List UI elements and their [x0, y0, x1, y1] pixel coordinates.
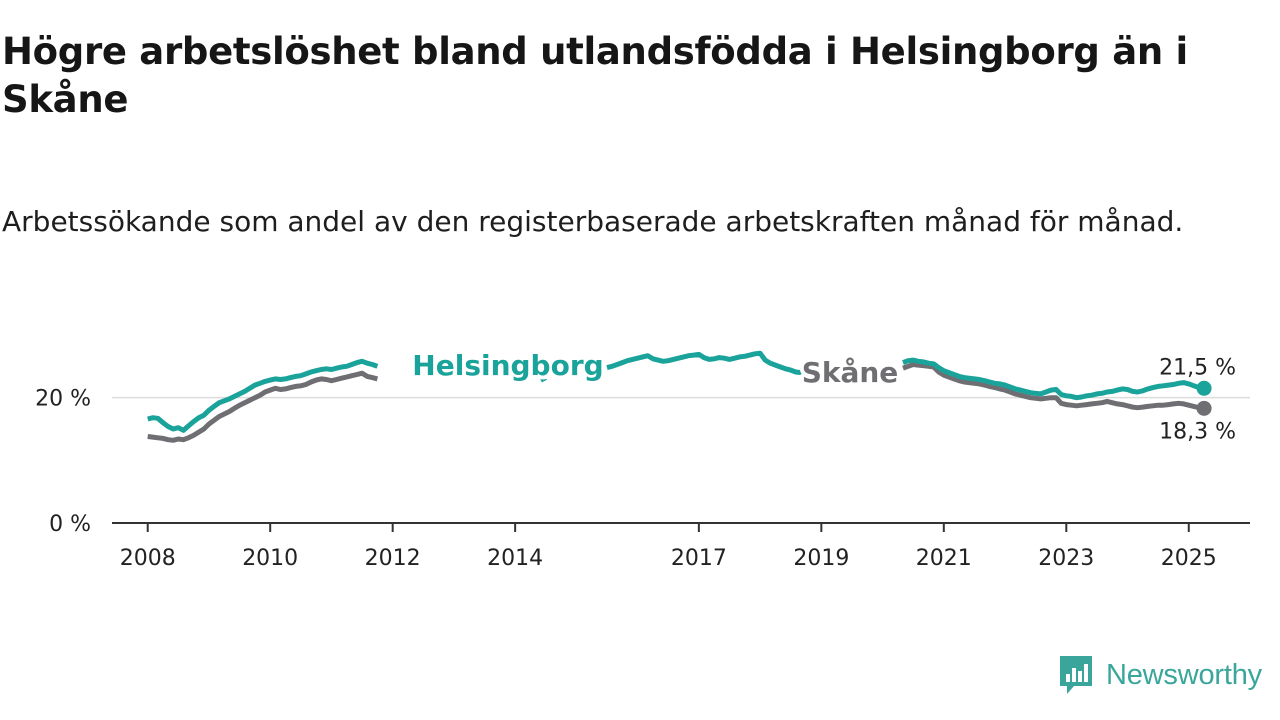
series-line-helsingborg [147, 358, 379, 433]
end-value-label: 18,3 % [1159, 419, 1236, 444]
series-line-helsingborg [902, 357, 1205, 401]
series-line-skane [805, 367, 817, 374]
series-line-helsingborg [539, 375, 547, 383]
y-axis-labels: 0 % 20 % [35, 387, 91, 537]
chart-subtitle: Arbetssökande som andel av den registerb… [2, 205, 1184, 238]
series-label-skane: Skåne [802, 356, 899, 389]
x-axis-labels: 2008 2010 2012 2014 2017 2019 2021 2023 2025 [120, 546, 1217, 571]
x-tick-label: 2010 [242, 546, 298, 571]
x-tick-label: 2012 [365, 546, 421, 571]
end-point [1196, 400, 1212, 416]
x-tick-label: 2014 [487, 546, 543, 571]
end-value-label: 21,5 % [1159, 355, 1236, 380]
series-line-helsingborg [606, 350, 807, 376]
x-tick-label: 2023 [1038, 546, 1094, 571]
x-tick-label: 2008 [120, 546, 176, 571]
newsworthy-logo-icon [1060, 656, 1092, 694]
y-tick-label: 0 % [49, 512, 91, 537]
x-tick-label: 2017 [671, 546, 727, 571]
chart-title: Högre arbetslöshet bland utlandsfödda i … [2, 30, 1188, 121]
series-label-helsingborg: Helsingborg [412, 349, 603, 382]
x-axis [112, 522, 1250, 532]
series-line-skane [902, 362, 1205, 411]
end-point [1196, 380, 1212, 396]
x-tick-label: 2019 [793, 546, 849, 571]
series-labels: 21,5 % 18,3 % Helsingborg Skåne [408, 345, 1236, 444]
brand-name: Newsworthy [1106, 658, 1262, 691]
brand: Newsworthy [1058, 654, 1262, 696]
y-tick-label: 20 % [35, 387, 91, 412]
x-tick-label: 2021 [916, 546, 972, 571]
x-tick-label: 2025 [1161, 546, 1217, 571]
series-lines [147, 350, 1212, 443]
series-line-skane [147, 370, 379, 443]
